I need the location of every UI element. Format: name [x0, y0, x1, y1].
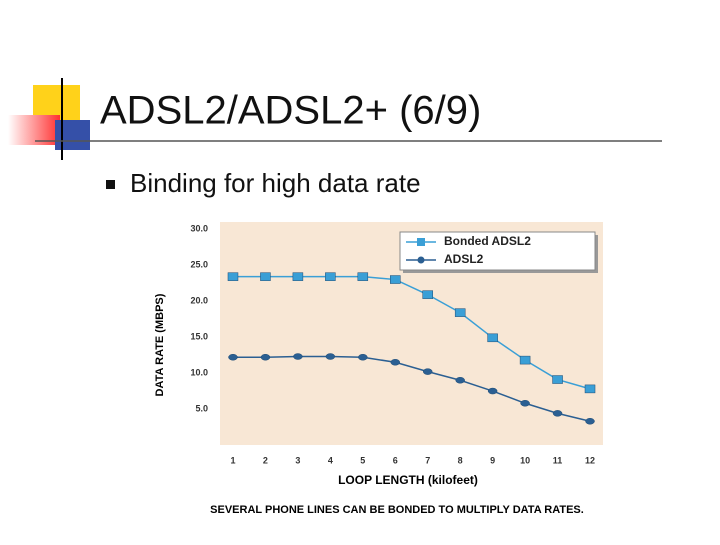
- series-line: [232, 355, 591, 422]
- marker: [422, 290, 433, 299]
- x-tick-label: 11: [553, 455, 563, 465]
- deco-red: [8, 115, 60, 145]
- x-axis-label: LOOP LENGTH (kilofeet): [338, 473, 478, 487]
- marker: [357, 272, 369, 281]
- marker: [293, 353, 303, 360]
- deco-blue: [55, 120, 90, 150]
- x-tick-label: 3: [295, 455, 300, 465]
- marker: [520, 400, 530, 407]
- y-tick-label: 10.0: [190, 367, 208, 377]
- marker: [228, 353, 238, 361]
- marker: [487, 387, 498, 395]
- marker: [455, 377, 465, 384]
- bullet-text: Binding for high data rate: [130, 168, 421, 198]
- x-tick-label: 10: [520, 455, 530, 465]
- x-tick-label: 6: [393, 455, 398, 465]
- marker: [325, 272, 336, 281]
- x-tick-label: 5: [360, 455, 365, 465]
- marker: [358, 353, 368, 361]
- x-tick-label: 4: [328, 455, 333, 465]
- y-tick-label: 5.0: [195, 403, 208, 413]
- x-tick-label: 7: [425, 455, 430, 465]
- marker: [487, 333, 498, 343]
- legend-marker: [417, 256, 425, 264]
- legend-label: ADSL2: [444, 252, 484, 266]
- legend-marker: [417, 238, 425, 246]
- x-tick-label: 2: [263, 455, 268, 465]
- x-tick-label: 8: [458, 455, 463, 465]
- marker: [227, 272, 239, 281]
- marker: [292, 272, 304, 281]
- marker: [552, 375, 563, 384]
- marker: [325, 353, 336, 360]
- y-axis-label: DATA RATE (MBPS): [154, 293, 166, 396]
- marker: [519, 355, 531, 365]
- x-tick-label: 12: [585, 455, 595, 465]
- y-tick-label: 25.0: [190, 260, 208, 270]
- y-tick-label: 30.0: [190, 224, 208, 234]
- marker: [454, 308, 466, 317]
- marker: [422, 368, 433, 375]
- y-tick-label: 20.0: [190, 296, 208, 306]
- marker: [552, 410, 563, 417]
- y-tick-label: 15.0: [190, 331, 208, 341]
- caption: SEVERAL PHONE LINES CAN BE BONDED TO MUL…: [210, 504, 584, 516]
- marker: [585, 418, 595, 425]
- marker: [390, 359, 401, 366]
- legend-box: [399, 231, 596, 271]
- marker: [260, 353, 271, 361]
- marker: [260, 272, 271, 281]
- marker: [390, 275, 401, 284]
- x-tick-label: 1: [230, 455, 235, 465]
- legend-label: Bonded ADSL2: [444, 234, 531, 248]
- x-tick-label: 9: [490, 455, 495, 465]
- series-line: [232, 275, 591, 390]
- slide-title: ADSL2/ADSL2+ (6/9): [100, 89, 481, 133]
- bullet-marker: [106, 180, 115, 189]
- marker: [584, 384, 596, 394]
